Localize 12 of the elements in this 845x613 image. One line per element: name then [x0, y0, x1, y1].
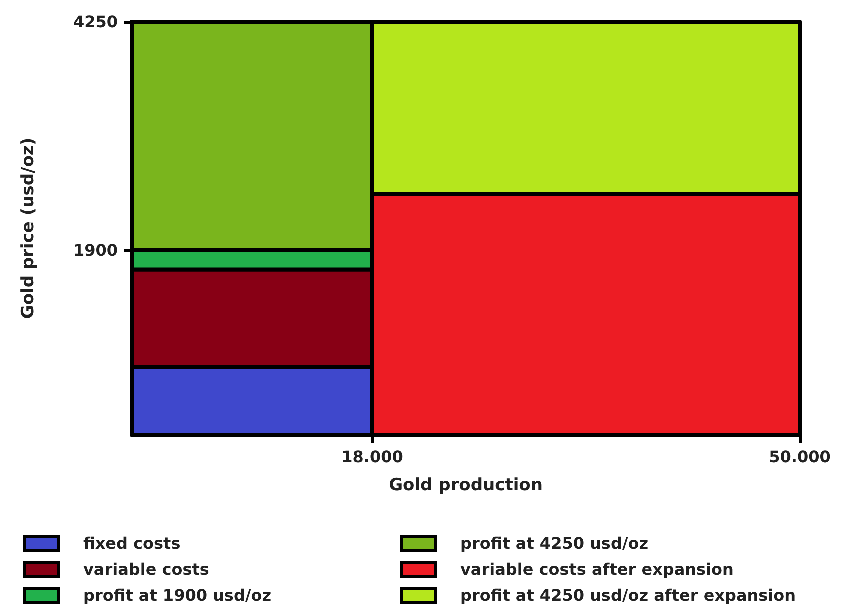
legend-label: profit at 4250 usd/oz: [460, 534, 649, 553]
y-tick-label: 1900: [73, 240, 118, 260]
x-tick-label: 18.000: [342, 448, 404, 466]
legend-label: profit at 4250 usd/oz after expansion: [460, 586, 796, 605]
y-axis-title: Gold price (usd/oz): [18, 138, 38, 320]
legend-label: fixed costs: [84, 534, 181, 553]
legend-label: variable costs: [84, 560, 210, 579]
legend-label: variable costs after expansion: [460, 560, 734, 579]
y-tick-label: 4250: [73, 12, 118, 32]
x-axis-title: Gold production: [389, 476, 543, 496]
x-tick-label: 50.000: [769, 448, 831, 466]
legend-label: profit at 1900 usd/oz: [84, 586, 272, 605]
